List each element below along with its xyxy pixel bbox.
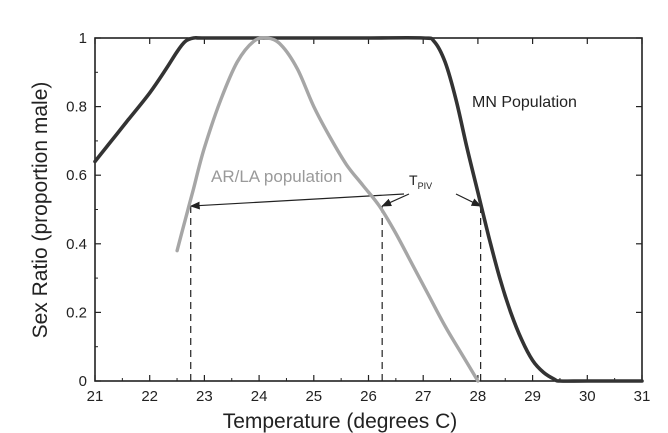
y-tick-label: 0 <box>79 373 87 390</box>
plot-area-border <box>94 37 643 382</box>
mn-population-label: MN Population <box>472 94 577 111</box>
y-tick-label: 0.4 <box>66 236 87 253</box>
x-tick-label: 23 <box>196 388 213 405</box>
y-tick-label: 0.6 <box>66 167 87 184</box>
tpiv-arrow <box>381 193 410 207</box>
x-tick-label: 26 <box>360 388 377 405</box>
x-tick-label: 24 <box>251 388 268 405</box>
x-tick-label: 29 <box>524 388 541 405</box>
arla-population-line <box>175 36 480 383</box>
x-tick-label: 27 <box>415 388 432 405</box>
y-tick-label: 1 <box>79 30 87 47</box>
x-tick-label: 30 <box>579 388 596 405</box>
tpiv-arrow <box>455 193 482 207</box>
x-tick-label: 22 <box>141 388 158 405</box>
y-axis-title: Sex Ratio (proportion male) <box>29 82 52 339</box>
tpiv-label: TPIV <box>409 172 432 191</box>
tpiv-main: T <box>409 172 418 188</box>
x-tick-label: 21 <box>87 388 104 405</box>
tpiv-arrow <box>189 193 405 210</box>
y-tick-label: 0.2 <box>66 304 87 321</box>
x-tick-label: 25 <box>305 388 322 405</box>
arla-population-label: AR/LA population <box>211 167 342 186</box>
mn-population-line <box>93 35 644 383</box>
tpiv-subscript: PIV <box>418 181 433 191</box>
x-tick-label: 28 <box>470 388 487 405</box>
x-tick-label: 31 <box>634 388 651 405</box>
y-tick-label: 0.8 <box>66 99 87 116</box>
x-axis-title: Temperature (degrees C) <box>223 410 458 433</box>
